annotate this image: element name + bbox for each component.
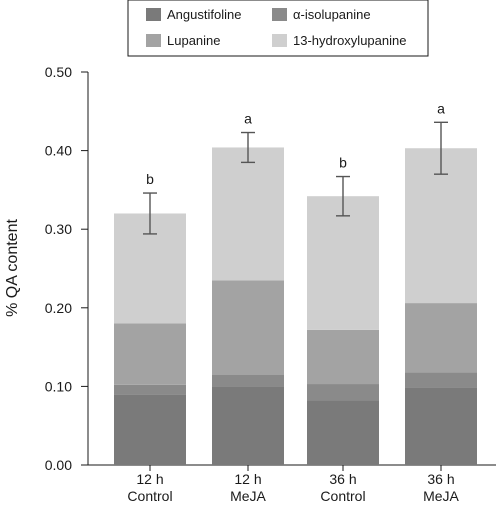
y-tick-label: 0.40 [45, 143, 72, 159]
bars [114, 147, 477, 465]
bar-segment [212, 374, 284, 387]
x-tick-label: MeJA [230, 488, 266, 504]
bar-segment [212, 386, 284, 465]
bar-segment [307, 400, 379, 465]
bar-segment [307, 196, 379, 330]
significance-letter: a [437, 100, 445, 116]
x-tick-label: 36 h [427, 471, 454, 487]
x-tick-label: 36 h [329, 471, 356, 487]
legend: Angustifoline α-isolupanine Lupanine 13-hyd… [127, 0, 429, 57]
y-tick-label: 0.20 [45, 300, 72, 316]
bar-segment [114, 323, 186, 385]
bar-segment [405, 387, 477, 465]
bar-segment [405, 372, 477, 388]
legend-swatch [272, 34, 287, 47]
legend-swatch [272, 8, 287, 21]
x-tick-label: Control [127, 488, 172, 504]
legend-swatch [146, 8, 161, 21]
y-tick-label: 0.00 [45, 457, 72, 473]
y-ticks: 0.00 0.10 0.20 0.30 0.40 0.50 [45, 64, 88, 473]
bar-segment [212, 147, 284, 281]
bar-segment [114, 384, 186, 395]
y-tick-label: 0.30 [45, 221, 72, 237]
bar-segment [307, 384, 379, 401]
y-tick-label: 0.10 [45, 378, 72, 394]
bar-segment [405, 303, 477, 373]
bar-segment [212, 280, 284, 375]
legend-label: Lupanine [167, 33, 221, 48]
x-tick-label: 12 h [234, 471, 261, 487]
bar-segment [114, 394, 186, 465]
legend-label: α-isolupanine [293, 7, 371, 22]
x-tick-label: 12 h [136, 471, 163, 487]
significance-letter: b [146, 171, 154, 187]
y-tick-label: 0.50 [45, 64, 72, 80]
significance-letter: a [244, 111, 252, 127]
bar-segment [307, 329, 379, 385]
y-axis-title: % QA content [4, 219, 21, 317]
legend-label: 13-hydroxylupanine [293, 33, 406, 48]
significance-labels: b a b a [146, 100, 445, 187]
x-tick-label: Control [320, 488, 365, 504]
legend-label: Angustifoline [167, 7, 241, 22]
significance-letter: b [339, 155, 347, 171]
error-bars [143, 121, 448, 235]
x-tick-label: MeJA [423, 488, 459, 504]
legend-swatch [146, 34, 161, 47]
